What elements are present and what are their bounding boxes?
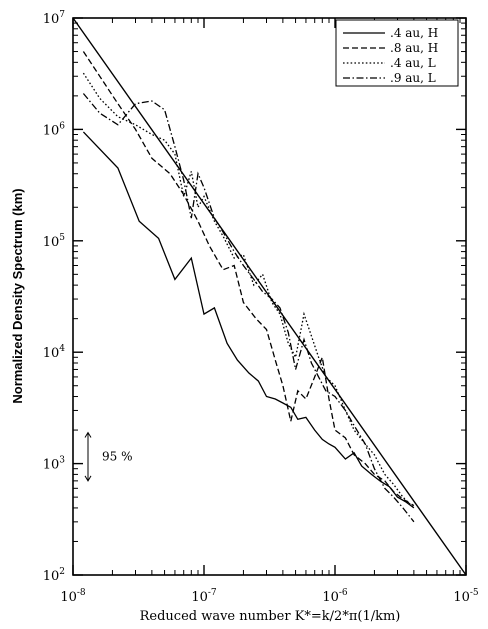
legend-label: .4 au, L [390, 56, 436, 70]
y-tick-label: 104 [43, 344, 66, 361]
legend-label: .4 au, H [390, 26, 438, 40]
legend-box [335, 19, 459, 87]
confidence-arrow-head-down [84, 475, 92, 482]
plot-area-border [72, 17, 467, 576]
y-tick-label: 106 [43, 121, 66, 138]
y-tick-label: 107 [43, 10, 66, 27]
x-tick-label: 10-6 [322, 588, 348, 605]
series-line-4 [82, 93, 415, 523]
legend-label: .8 au, H [390, 41, 438, 55]
confidence-annotation: 95 % [84, 431, 133, 482]
major-ticks: 10-8 10-7 10-6 10-5 102 103 104 105 106 107 [43, 10, 479, 605]
confidence-arrow-head-up [84, 431, 92, 438]
y-axis-title: Normalized Density Spectrum (km) [10, 188, 25, 403]
x-tick-label: 10-7 [191, 588, 217, 605]
y-tick-label: 103 [43, 456, 66, 473]
series-lines [72, 17, 467, 576]
confidence-label: 95 % [102, 450, 133, 464]
legend-label: .9 au, L [390, 71, 436, 85]
y-tick-label: 105 [43, 233, 66, 250]
legend: .4 au, H.8 au, H.4 au, L.9 au, L [335, 19, 459, 87]
plot-frame [72, 17, 467, 576]
x-axis-title: Reduced wave number K*=k/2*π(1/km) [140, 609, 401, 624]
series-line-2 [82, 51, 415, 507]
series-line-3 [82, 72, 415, 509]
series-line-1 [82, 131, 415, 509]
x-tick-label: 10-8 [60, 588, 86, 605]
x-tick-label: 10-5 [453, 588, 479, 605]
y-tick-label: 102 [43, 567, 65, 584]
